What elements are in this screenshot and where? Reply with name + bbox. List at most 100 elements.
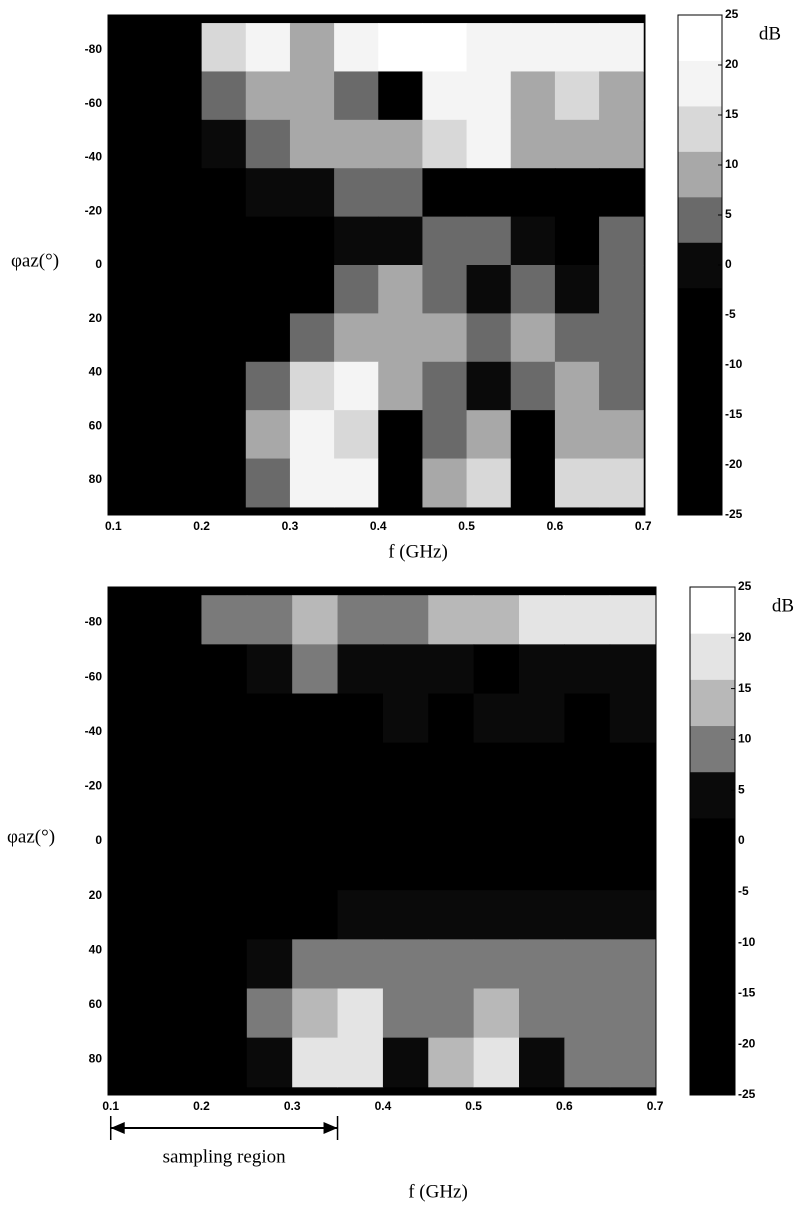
heat-cell <box>466 168 512 218</box>
colorbar-tick-label: -5 <box>738 884 749 898</box>
heat-cell <box>245 361 291 411</box>
heat-cell <box>245 71 291 121</box>
x-tick-label: 0.7 <box>635 519 652 533</box>
heat-cell <box>510 23 556 72</box>
heat-cell <box>599 458 644 508</box>
heat-cell <box>519 1037 565 1088</box>
colorbar-tick-label: 20 <box>725 57 739 71</box>
heat-cell <box>382 1037 429 1088</box>
heat-cell <box>246 644 293 695</box>
heat-cell <box>564 791 611 842</box>
arrow-head <box>323 1122 338 1134</box>
heat-cell <box>337 1037 384 1088</box>
y-tick-label: -60 <box>85 96 103 110</box>
heat-cell <box>337 693 384 744</box>
y-tick-label: -20 <box>85 779 103 793</box>
colorbar-tick-label: -15 <box>725 407 743 421</box>
heat-cell <box>201 458 247 508</box>
heat-cell <box>246 841 293 891</box>
heat-cell <box>466 71 512 121</box>
y-axis-label: φaz(°) <box>7 826 55 847</box>
heat-cell <box>599 23 644 72</box>
y-tick-label: 20 <box>89 311 103 325</box>
heat-cell <box>378 265 423 314</box>
heat-cell <box>113 71 158 121</box>
heat-cell <box>564 988 611 1039</box>
heat-cell <box>519 988 565 1039</box>
heat-cell <box>157 458 203 508</box>
x-tick-label: 0.1 <box>105 519 122 533</box>
heat-cell <box>428 791 475 842</box>
heat-cell <box>292 890 339 940</box>
y-tick-label: -60 <box>85 669 103 683</box>
heat-cell <box>554 410 600 460</box>
colorbar-tick-label: 10 <box>738 732 752 746</box>
heat-cell <box>554 361 600 411</box>
heat-cell <box>466 216 512 266</box>
x-tick-label: 0.3 <box>284 1099 301 1113</box>
x-tick-label: 0.3 <box>282 519 299 533</box>
heat-cell <box>201 890 248 940</box>
heat-cell <box>609 742 656 793</box>
heat-cell <box>382 841 429 891</box>
heat-cell <box>289 168 335 218</box>
heat-cell <box>156 644 202 695</box>
heat-cell <box>473 644 520 695</box>
heat-cell <box>201 791 248 842</box>
heat-cell <box>422 71 468 121</box>
heat-cell <box>564 1037 611 1088</box>
heat-cell <box>378 458 423 508</box>
heat-cell <box>428 644 475 695</box>
heat-cell <box>609 1037 656 1088</box>
heat-cell <box>246 939 293 989</box>
heat-cell <box>599 361 644 411</box>
colorbar-segment <box>690 679 735 727</box>
colorbar-segment <box>678 424 722 471</box>
heat-cell <box>157 23 203 72</box>
heat-cell <box>157 410 203 460</box>
heat-cell <box>289 410 335 460</box>
heat-cell <box>113 23 158 72</box>
heat-cell <box>378 313 423 363</box>
heat-cell <box>334 265 379 314</box>
heat-cell <box>554 168 600 218</box>
heat-cell <box>201 693 248 744</box>
y-tick-label: -80 <box>85 42 103 56</box>
arrow-head <box>110 1122 125 1134</box>
heat-cell <box>289 361 335 411</box>
heat-cell <box>378 410 423 460</box>
x-tick-label: 0.6 <box>556 1099 573 1113</box>
heat-cell <box>334 216 379 266</box>
heat-cell <box>422 265 468 314</box>
heat-cell <box>201 742 248 793</box>
heat-cell <box>334 361 379 411</box>
colorbar-tick-label: 5 <box>738 782 745 796</box>
heat-cell <box>246 791 293 842</box>
heat-cell <box>110 693 157 744</box>
heat-cell <box>289 265 335 314</box>
heat-cell <box>334 313 379 363</box>
heat-cell <box>466 23 512 72</box>
heat-cell <box>156 595 202 645</box>
heat-cell <box>157 119 203 169</box>
heat-cell <box>289 458 335 508</box>
colorbar-tick-label: -5 <box>725 307 736 321</box>
heat-cell <box>337 939 384 989</box>
heat-cell <box>246 1037 293 1088</box>
heat-cell <box>113 361 158 411</box>
colorbar-segment <box>678 242 722 289</box>
heat-cell <box>428 1037 475 1088</box>
heat-cell <box>428 693 475 744</box>
heat-cell <box>110 890 157 940</box>
y-tick-label: 40 <box>89 365 103 379</box>
x-axis-label: f (GHz) <box>388 541 448 562</box>
heat-cell <box>157 313 203 363</box>
heat-cell <box>157 216 203 266</box>
heat-cell <box>473 595 520 645</box>
y-tick-label: -80 <box>85 615 103 629</box>
heat-cell <box>201 595 248 645</box>
heat-cell <box>334 71 379 121</box>
heat-cell <box>428 988 475 1039</box>
colorbar-tick-label: 15 <box>725 107 739 121</box>
